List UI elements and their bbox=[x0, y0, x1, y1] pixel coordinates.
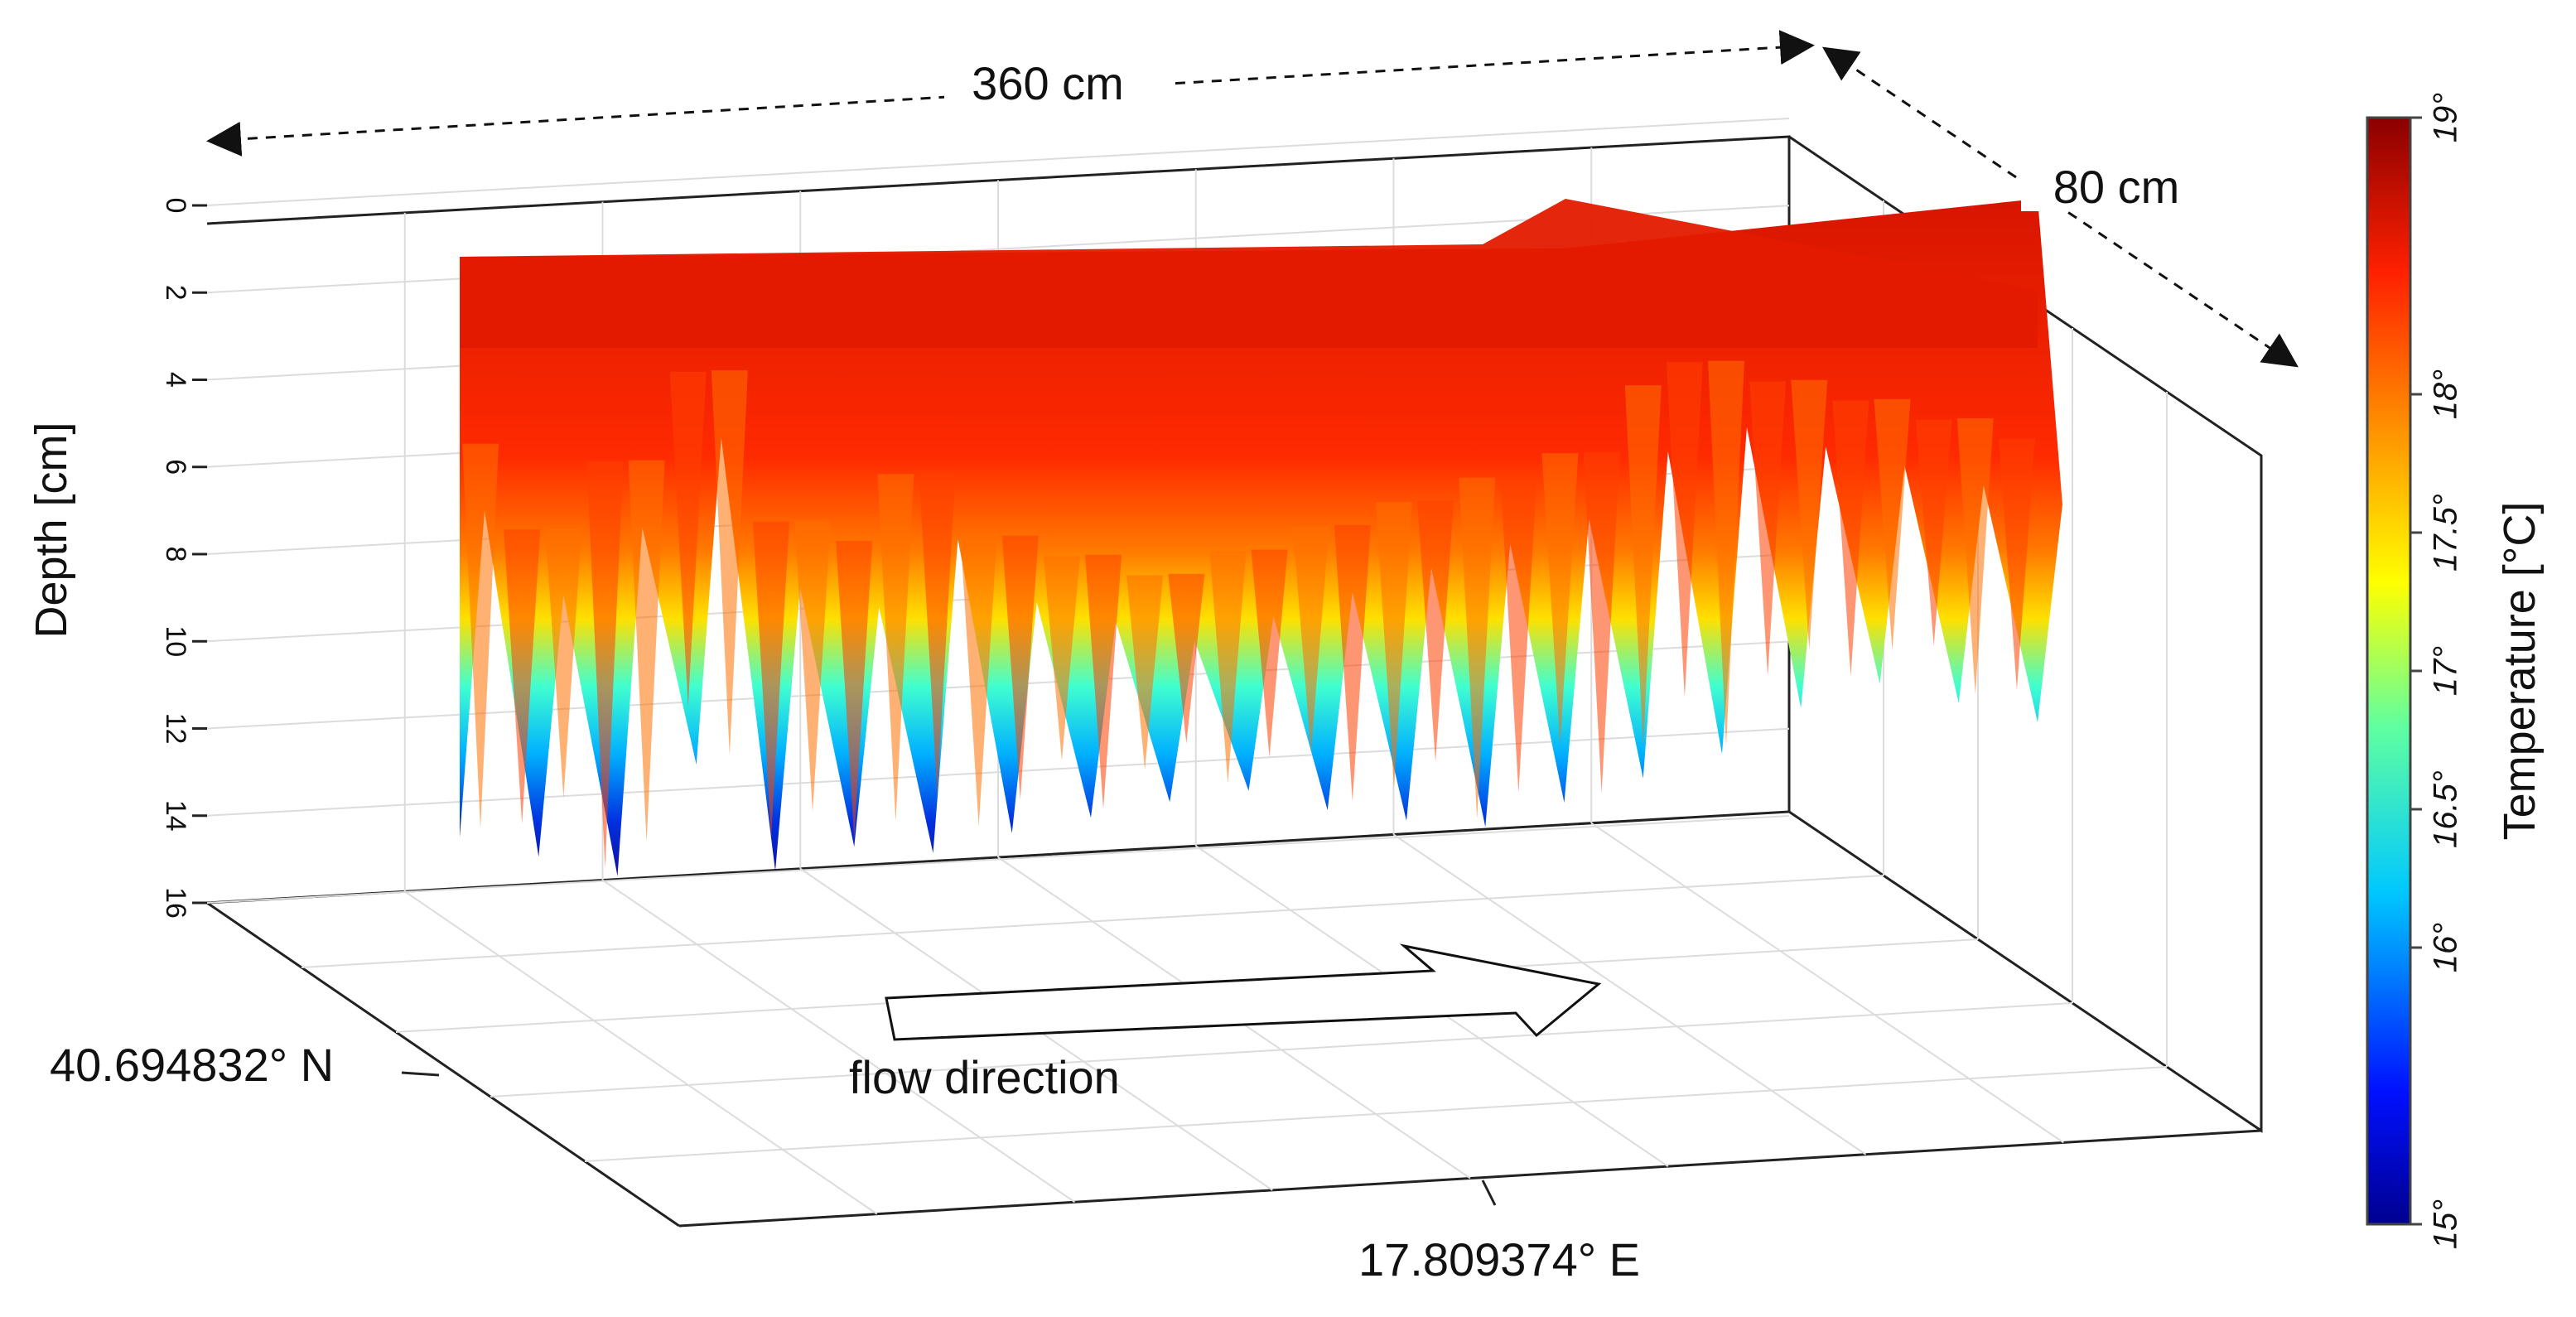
longitude-tick bbox=[1481, 1180, 1497, 1206]
colorbar-tick-label: 18° bbox=[2428, 369, 2464, 420]
temperature-spike bbox=[1043, 556, 1080, 761]
temperature-surface-top bbox=[460, 199, 2038, 348]
colorbar-tick-label: 17° bbox=[2428, 646, 2464, 697]
temperature-spike bbox=[1334, 524, 1371, 802]
length-label-bg bbox=[944, 50, 1168, 116]
temperature-spike bbox=[1791, 379, 1828, 650]
temperature-spike bbox=[1915, 419, 1952, 646]
colorbar-tick-label: 15° bbox=[2428, 1199, 2464, 1250]
temperature-spike bbox=[1749, 381, 1787, 677]
temperature-spike bbox=[1998, 438, 2035, 690]
temperature-spike bbox=[1126, 575, 1164, 770]
depth-axis-ticks: 0 2 4 6 8 10 12 14 16 bbox=[160, 198, 207, 919]
temperature-surface bbox=[460, 199, 2062, 876]
colorbar-title: Temperature [°C] bbox=[2495, 502, 2545, 841]
front-floor-edge bbox=[206, 901, 680, 1228]
temperature-spike bbox=[586, 461, 624, 869]
temperature-spike bbox=[669, 371, 707, 707]
longitude-label: 17.809374° E bbox=[1358, 1233, 1640, 1286]
colorbar-tick-label: 16.5° bbox=[2428, 770, 2464, 848]
colorbar-tick-label: 16° bbox=[2428, 923, 2464, 973]
width-dimension-label: 80 cm bbox=[2053, 161, 2180, 213]
temperature-spike bbox=[1085, 554, 1122, 809]
width-label-bg bbox=[2021, 145, 2220, 211]
depth-tick-label: 4 bbox=[160, 372, 191, 388]
floor-gridline bbox=[1392, 833, 1867, 1155]
temperature-spike bbox=[1956, 418, 1994, 695]
floor-gridline bbox=[601, 879, 1076, 1204]
flow-direction-arrow bbox=[885, 943, 1602, 1041]
temperature-spike bbox=[504, 529, 541, 825]
temperature-spike bbox=[462, 443, 499, 829]
depth-tick-label: 10 bbox=[160, 625, 191, 657]
temperature-spike bbox=[1251, 549, 1288, 757]
temperature-spike bbox=[628, 460, 665, 842]
depth-tick-label: 14 bbox=[160, 800, 191, 832]
latitude-label: 40.694832° N bbox=[50, 1039, 334, 1091]
depth-tick-label: 16 bbox=[160, 887, 191, 919]
temperature-spike bbox=[1209, 551, 1247, 784]
depth-tick-label: 12 bbox=[160, 713, 191, 745]
temperature-spike bbox=[1500, 476, 1537, 794]
temperature-spike bbox=[877, 474, 914, 822]
floor-gridline bbox=[584, 1066, 2168, 1162]
colorbar-tick-label: 19° bbox=[2428, 93, 2464, 143]
colorbar-tick-label: 17.5° bbox=[2428, 494, 2464, 572]
temperature-spike bbox=[752, 521, 789, 838]
temperature-spike bbox=[1292, 526, 1329, 753]
temperature-spike bbox=[1459, 477, 1496, 819]
temperature-spike bbox=[1001, 535, 1039, 800]
temperature-spike bbox=[1624, 385, 1662, 745]
latitude-tick bbox=[401, 1071, 440, 1077]
temperature-spike bbox=[1832, 400, 1869, 677]
depth-tick-label: 6 bbox=[160, 459, 191, 475]
floor-gridline bbox=[490, 1002, 2073, 1098]
colorbar bbox=[2366, 116, 2412, 1226]
temperature-spike bbox=[1417, 500, 1454, 762]
length-dimension-label: 360 cm bbox=[972, 57, 1124, 109]
depth-axis-title: Depth [cm] bbox=[27, 422, 76, 638]
length-dimension-arrow bbox=[206, 30, 1815, 157]
floor-gridline bbox=[1590, 822, 2064, 1144]
temperature-spike bbox=[1541, 453, 1579, 745]
temperature-spike bbox=[1375, 502, 1412, 789]
temperature-spike bbox=[1583, 451, 1620, 794]
temperature-spike bbox=[1666, 362, 1703, 697]
depth-tick-label: 8 bbox=[160, 547, 191, 562]
temperature-spike bbox=[836, 540, 873, 839]
depth-tick-label: 2 bbox=[160, 285, 191, 301]
temperature-spike bbox=[1874, 398, 1911, 651]
depth-tick-label: 0 bbox=[160, 198, 191, 214]
colorbar-ticks: 15° 16° 16.5° 17° 17.5° 18° 19° bbox=[2410, 93, 2464, 1250]
flow-direction-label: flow direction bbox=[849, 1051, 1120, 1103]
back-gridline bbox=[206, 815, 1790, 904]
floor-gridline bbox=[404, 890, 878, 1215]
temperature-spike bbox=[794, 520, 832, 813]
temperature-spike bbox=[960, 537, 997, 827]
temperature-spike bbox=[545, 528, 582, 798]
temperature-spike bbox=[711, 370, 748, 755]
temperature-spike bbox=[1708, 360, 1745, 746]
floor-gridline bbox=[301, 875, 1884, 968]
temperature-spike bbox=[1168, 573, 1205, 744]
temperature-spike bbox=[919, 472, 956, 795]
